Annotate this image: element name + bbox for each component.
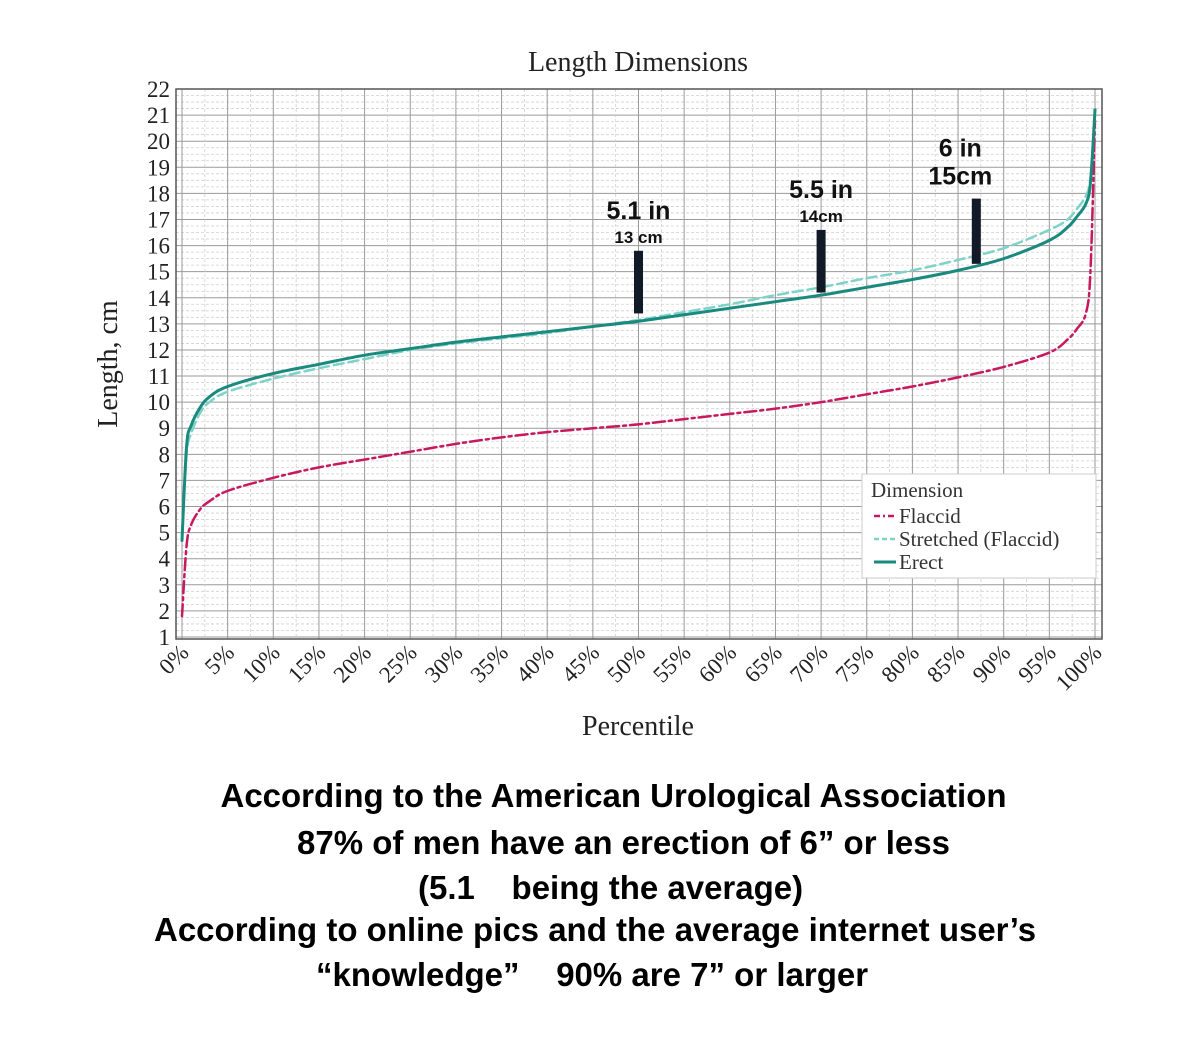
y-tick-label: 22 (147, 77, 170, 102)
legend-label-flaccid: Flaccid (899, 504, 961, 528)
annotation-marker (634, 250, 643, 314)
annotation-inches: 6 in (939, 135, 982, 163)
y-tick-label: 6 (159, 495, 171, 520)
y-tick-label: 20 (147, 129, 170, 154)
y-tick-label: 13 (147, 312, 170, 337)
y-tick-label: 18 (147, 181, 170, 206)
x-tick-label: 50% (603, 640, 650, 687)
x-tick-label: 35% (466, 640, 513, 687)
y-tick-label: 16 (147, 234, 170, 259)
x-tick-label: 10% (237, 640, 284, 687)
x-tick-label: 25% (374, 640, 421, 687)
y-tick-label: 10 (147, 390, 170, 415)
x-tick-label: 85% (922, 640, 969, 687)
series-layer (180, 108, 1097, 618)
y-tick-label: 1 (159, 625, 171, 650)
legend-label-erect: Erect (899, 550, 943, 574)
y-tick-label: 17 (147, 207, 170, 232)
x-tick-label: 65% (739, 640, 786, 687)
x-tick-label: 30% (420, 640, 467, 687)
x-tick-labels: 0% 5%10%15%20%25%30%35%40%45%50%55%60%65%… (154, 640, 1106, 696)
caption-line-4: According to online pics and the average… (154, 911, 1037, 948)
x-tick-label: 45% (557, 640, 604, 687)
y-tick-label: 2 (159, 599, 171, 624)
annotation-inches: 5.1 in (607, 197, 671, 225)
series-erect (180, 108, 1097, 542)
x-tick-label: 90% (968, 640, 1015, 687)
x-tick-label: 70% (785, 640, 832, 687)
legend-box (861, 473, 1097, 579)
y-axis-label: Length, cm (93, 300, 124, 428)
plot-frame (175, 88, 1103, 640)
x-tick-label: 75% (831, 640, 878, 687)
x-tick-label: 55% (648, 640, 695, 687)
y-tick-label: 14 (147, 286, 171, 311)
annotation-marker (971, 198, 981, 264)
caption-line-5: “knowledge” 90% are 7” or larger (316, 956, 869, 993)
x-tick-label: 20% (329, 640, 376, 687)
x-tick-label: 5% (200, 640, 239, 679)
legend: Dimension Flaccid Stretched (Flaccid) Er… (861, 473, 1097, 579)
y-tick-label: 3 (159, 573, 171, 598)
annotation-cm: 14cm (799, 207, 842, 226)
x-tick-label: 100% (1051, 640, 1107, 696)
y-tick-label: 12 (147, 338, 170, 363)
caption-line-2: 87% of men have an erection of 6” or les… (297, 824, 950, 861)
y-tick-label: 21 (147, 103, 170, 128)
annotation-marker (816, 229, 826, 293)
y-tick-label: 11 (148, 364, 170, 389)
x-tick-label: 60% (694, 640, 741, 687)
caption-line-1: According to the American Urological Ass… (220, 777, 1007, 814)
y-tick-label: 15 (147, 260, 170, 285)
annotation-inches: 5.5 in (789, 176, 853, 204)
x-axis-label: Percentile (582, 711, 694, 742)
x-tick-label: 80% (876, 640, 923, 687)
chart-title: Length Dimensions (528, 47, 748, 78)
y-tick-label: 7 (159, 468, 171, 493)
y-tick-label: 5 (159, 521, 171, 546)
y-tick-label: 9 (159, 416, 171, 441)
y-tick-label: 8 (159, 442, 171, 467)
annotation-cm: 15cm (928, 163, 992, 191)
series-flaccid (180, 119, 1097, 618)
legend-title: Dimension (871, 478, 964, 502)
caption-line-3: (5.1 being the average) (418, 869, 804, 906)
x-tick-label: 40% (511, 640, 558, 687)
y-tick-label: 19 (147, 155, 170, 180)
y-tick-label: 4 (159, 547, 171, 572)
x-tick-label: 15% (283, 640, 330, 687)
legend-label-stretched: Stretched (Flaccid) (899, 527, 1059, 551)
annotation-cm: 13 cm (614, 228, 662, 247)
